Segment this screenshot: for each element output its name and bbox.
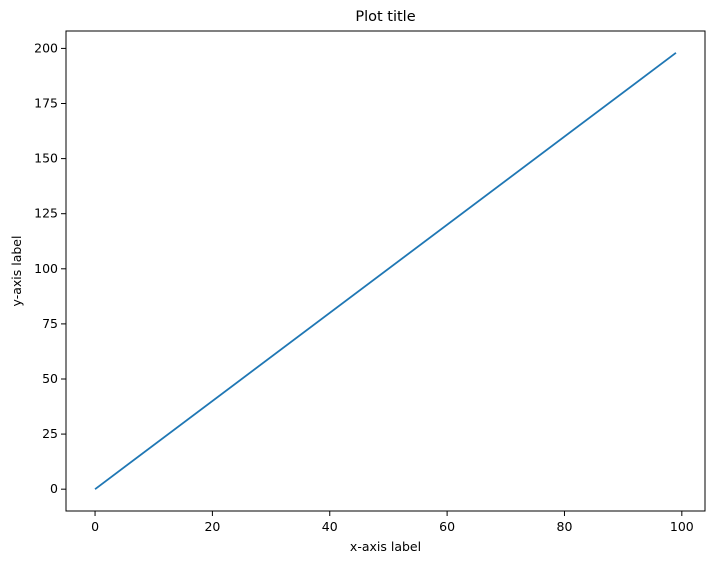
y-tick-label-4: 100 xyxy=(34,261,58,276)
y-tick-label-8: 200 xyxy=(34,40,58,55)
x-tick-label-0: 0 xyxy=(91,519,99,534)
x-tick-label-1: 20 xyxy=(204,519,220,534)
x-tick-label-2: 40 xyxy=(322,519,338,534)
series-line-0 xyxy=(94,52,677,490)
y-tick-label-1: 25 xyxy=(42,426,58,441)
x-tick-label-4: 80 xyxy=(557,519,573,534)
y-tick-label-6: 150 xyxy=(34,151,58,166)
y-tick-label-2: 50 xyxy=(42,371,58,386)
x-axis-ticks: 0 20 40 60 80 100 xyxy=(91,511,694,534)
x-axis-label: x-axis label xyxy=(350,539,421,554)
y-tick-label-0: 0 xyxy=(50,481,58,496)
series-layer xyxy=(94,52,677,490)
y-tick-label-7: 175 xyxy=(34,96,58,111)
x-tick-label-3: 60 xyxy=(439,519,455,534)
plot-area-frame xyxy=(65,30,706,512)
y-tick-label-3: 75 xyxy=(42,316,58,331)
y-axis-ticks: 0 25 50 75 100 125 150 175 200 xyxy=(34,40,66,496)
chart-title: Plot title xyxy=(355,9,415,25)
x-tick-label-5: 100 xyxy=(670,519,694,534)
y-axis-label: y-axis label xyxy=(9,236,24,307)
y-tick-label-5: 125 xyxy=(34,206,58,221)
